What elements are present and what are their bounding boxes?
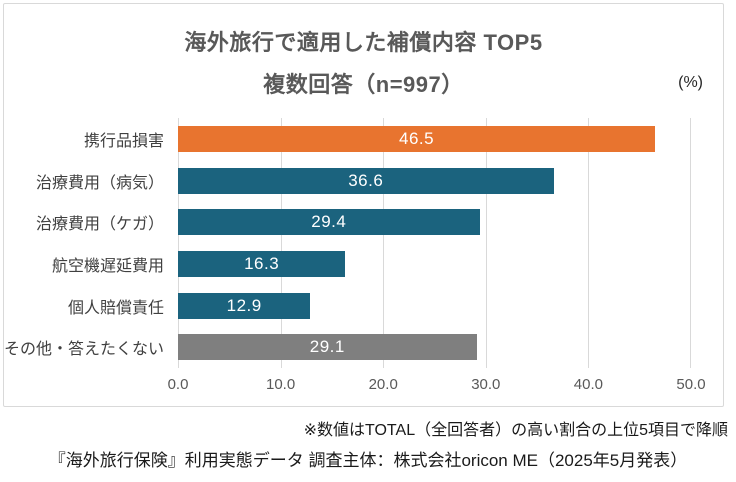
bar: 29.4 [178, 209, 480, 236]
category-label: 携行品損害 [83, 132, 164, 150]
bar-value-label: 12.9 [226, 295, 262, 315]
x-tick-label: 10.0 [265, 376, 296, 393]
bar-row: 29.4 [178, 201, 691, 243]
x-axis-tick-labels: 0.0 10.0 20.0 30.0 40.0 50.0 [168, 376, 706, 394]
bar-value-label: 46.5 [398, 128, 435, 148]
footnote-source: 『海外旅行保険』利用実態データ 調査主体：株式会社oricon ME（2025年… [48, 451, 688, 470]
bar: 12.9 [178, 292, 311, 319]
plot-area: 46.5 36.6 29.4 16.3 12.9 29.1 [178, 118, 691, 368]
chart-title: 海外旅行で適用した補償内容 TOP5 [184, 30, 543, 55]
bar-row: 12.9 [178, 285, 691, 327]
bar-value-label: 16.3 [244, 253, 280, 273]
gridline [280, 118, 282, 368]
x-tick-label: 0.0 [167, 376, 189, 393]
x-tick-label: 30.0 [471, 376, 501, 393]
bar-series: 46.5 36.6 29.4 16.3 12.9 29.1 [178, 118, 691, 368]
category-label: 治療費用（病気） [35, 174, 164, 192]
category-label: 治療費用（ケガ） [35, 216, 164, 234]
y-axis-category-labels: 携行品損害治療費用（病気） 治療費用（ケガ） 航空機遅延費用個人賠償責任その他・答え… [4, 118, 170, 368]
bar-value-label: 36.6 [348, 170, 384, 190]
footnote-sort-order: ※数値はTOTAL（全回答者）の高い割合の上位5項目で降順 [303, 422, 728, 439]
x-tick-label: 40.0 [573, 376, 603, 393]
bar-row: 46.5 [178, 118, 691, 160]
bar: 46.5 [178, 125, 656, 152]
category-label: 個人賠償責任 [67, 299, 164, 317]
gridline [690, 118, 691, 368]
x-tick-label: 20.0 [368, 376, 398, 393]
bar: 29.1 [178, 334, 477, 361]
bar: 36.6 [178, 167, 554, 194]
bar-value-label: 29.4 [311, 212, 347, 232]
unit-label: (%) [678, 74, 703, 91]
bar-row: 29.1 [178, 326, 691, 368]
bar-row: 36.6 [178, 160, 691, 202]
category-label: 航空機遅延費用 [51, 257, 164, 275]
bar-value-label: 29.1 [309, 337, 345, 357]
bar-row: 16.3 [178, 243, 691, 285]
chart-subtitle: 複数回答（n=997） [263, 72, 464, 97]
x-tick-label: 50.0 [676, 376, 706, 393]
category-label: その他・答えたくない [3, 341, 164, 359]
bar: 16.3 [178, 250, 346, 277]
gridline [485, 118, 487, 368]
gridline [178, 118, 179, 368]
bar-chart-container: 海外旅行で適用した補償内容 TOP5 複数回答（n=997） (%) 携行品損害… [3, 3, 724, 407]
gridline [588, 118, 590, 368]
gridline [383, 118, 385, 368]
